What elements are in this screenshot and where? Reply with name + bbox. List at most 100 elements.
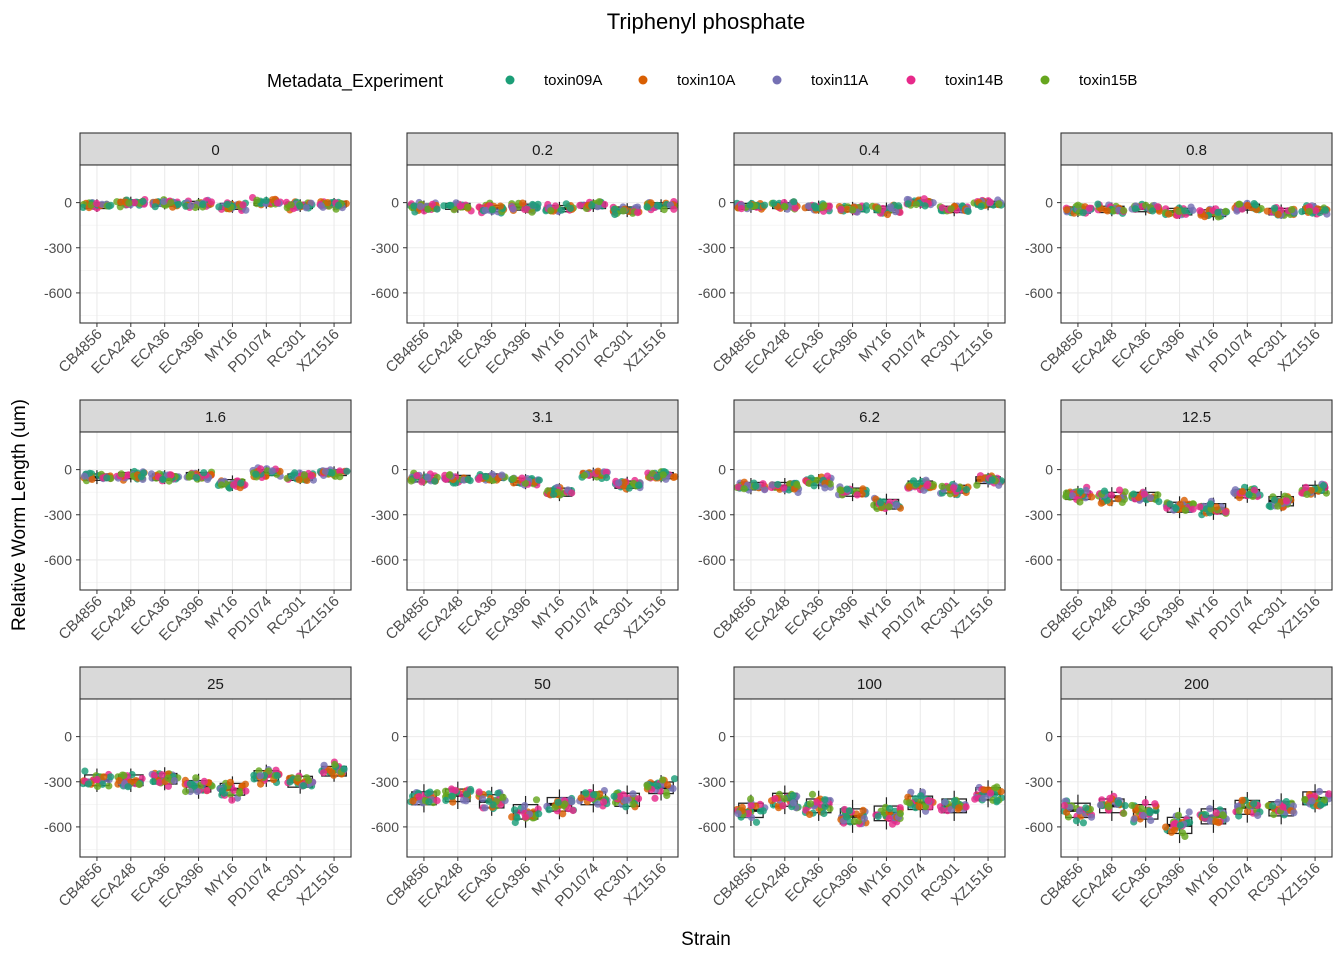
data-point: [529, 201, 538, 209]
y-tick-label: -300: [44, 240, 72, 256]
data-point: [938, 482, 946, 490]
data-point: [634, 795, 643, 803]
data-point: [463, 790, 471, 798]
data-point: [1105, 803, 1113, 811]
data-point: [740, 485, 748, 493]
data-point: [904, 200, 912, 208]
data-point: [81, 767, 89, 775]
data-point: [810, 482, 818, 490]
data-point: [447, 785, 456, 793]
data-point: [1079, 819, 1087, 827]
data-point: [498, 471, 506, 479]
data-point: [1121, 488, 1129, 496]
data-point: [1243, 807, 1252, 815]
data-point: [513, 814, 521, 822]
data-point: [510, 806, 519, 814]
facet-strip: [733, 132, 1006, 166]
data-point: [1094, 200, 1102, 208]
data-point: [1141, 799, 1149, 807]
data-point: [1082, 804, 1090, 812]
data-point: [218, 787, 226, 795]
facet-strip: [79, 132, 352, 166]
data-point: [789, 792, 797, 800]
data-point: [1088, 493, 1096, 501]
data-point: [147, 470, 156, 478]
data-point: [174, 200, 183, 208]
data-point: [979, 794, 988, 803]
data-point: [603, 474, 611, 482]
data-point: [615, 479, 623, 487]
data-point: [629, 800, 637, 808]
data-point: [334, 201, 342, 209]
data-point: [660, 206, 668, 214]
data-point: [663, 791, 671, 800]
data-point: [1120, 809, 1128, 818]
data-point: [659, 471, 667, 479]
data-point: [962, 803, 970, 811]
data-point: [619, 207, 627, 215]
data-point: [670, 473, 678, 481]
data-point: [1100, 487, 1109, 495]
data-point: [1072, 817, 1081, 825]
data-point: [336, 473, 344, 481]
panel-background: [1061, 699, 1332, 857]
data-point: [203, 786, 211, 795]
data-point: [321, 467, 330, 475]
data-point: [199, 200, 207, 208]
data-point: [993, 783, 1001, 791]
data-point: [825, 202, 834, 210]
data-point: [257, 465, 265, 473]
data-point: [1103, 496, 1111, 504]
facet-strip: [406, 132, 679, 166]
data-point: [124, 783, 132, 791]
data-point: [1250, 800, 1258, 808]
data-point: [610, 205, 618, 213]
panel-border: [733, 698, 1006, 858]
y-tick-label: 0: [1045, 195, 1053, 211]
legend-key-toxin15B: [1040, 75, 1050, 85]
data-point: [629, 790, 637, 798]
data-point: [949, 484, 958, 492]
data-point: [192, 474, 200, 482]
data-point: [287, 472, 296, 480]
data-point: [442, 796, 450, 805]
data-point: [317, 202, 325, 210]
data-point: [874, 204, 882, 212]
data-point: [1238, 796, 1246, 804]
data-point: [236, 789, 244, 797]
facet-strip: [1060, 132, 1333, 166]
data-point: [1315, 787, 1324, 796]
data-point: [165, 477, 173, 485]
y-tick-label: -300: [371, 774, 399, 790]
data-point: [93, 775, 101, 784]
data-point: [808, 790, 817, 799]
data-point: [185, 473, 193, 481]
data-point: [237, 479, 245, 487]
data-point: [149, 777, 157, 786]
data-point: [409, 797, 417, 805]
data-point: [1235, 807, 1243, 815]
data-point: [482, 472, 490, 481]
y-tick-label: -300: [1025, 507, 1053, 523]
data-point: [407, 477, 415, 485]
legend-title: Metadata_Experiment: [267, 71, 443, 92]
data-point: [1308, 797, 1316, 805]
data-point: [1165, 210, 1173, 218]
data-point: [1146, 494, 1154, 502]
data-point: [1155, 498, 1163, 506]
data-point: [569, 806, 577, 815]
y-tick-label: -600: [371, 819, 399, 835]
data-point: [428, 200, 436, 208]
panel-border: [733, 164, 1006, 324]
data-point: [850, 817, 859, 826]
y-tick-label: 0: [718, 729, 726, 745]
data-point: [545, 806, 553, 814]
data-point: [653, 201, 661, 209]
legend: Metadata_Experiment toxin09A toxin10A toxi…: [267, 71, 1137, 92]
data-point: [634, 209, 642, 217]
data-point: [804, 202, 813, 210]
data-point: [272, 766, 280, 774]
panel-background: [734, 699, 1005, 857]
data-point: [1270, 496, 1279, 504]
